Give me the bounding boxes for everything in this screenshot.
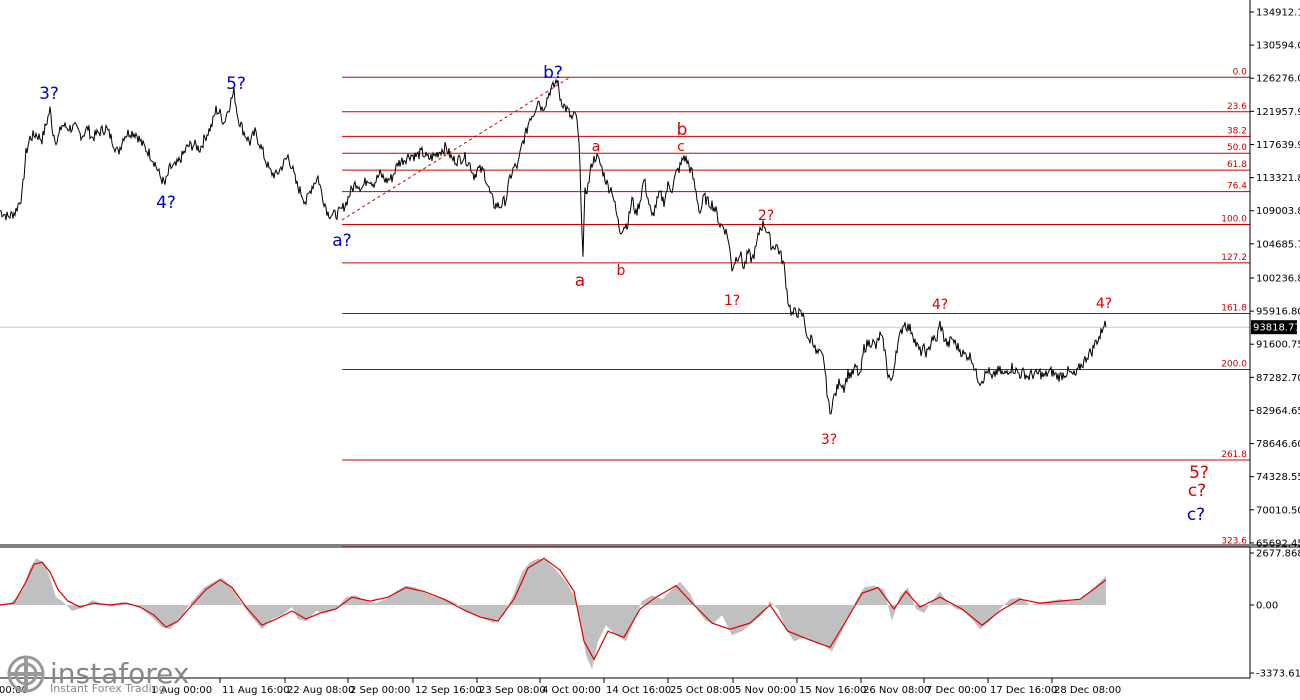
- time-axis-label: 11 Aug 16:00: [222, 685, 289, 696]
- time-axis-label: 12 Sep 16:00: [415, 685, 482, 696]
- time-axis-label: 15 Nov 16:00: [799, 685, 866, 696]
- time-axis-label: 4 Oct 00:00: [542, 685, 601, 696]
- fib-level-label: 0.0: [1233, 67, 1248, 77]
- time-axis-label: 23 Sep 08:00: [479, 685, 546, 696]
- wave-label: b?: [543, 63, 563, 83]
- oscillator-axis-label: -3373.613: [1256, 669, 1300, 680]
- instaforex-logo-icon: [7, 655, 45, 693]
- price-axis-label: 74328.55: [1256, 472, 1300, 483]
- fib-level-label: 100.0: [1221, 215, 1247, 225]
- price-axis-label: 95916.80: [1256, 307, 1300, 318]
- price-axis-label: 70010.50: [1256, 505, 1300, 516]
- time-axis-label: 00:00: [0, 685, 28, 696]
- fib-level-label: 261.8: [1221, 450, 1247, 460]
- fib-level-label: 50.0: [1227, 143, 1247, 153]
- current-price-label: 93818.77: [1253, 323, 1300, 334]
- fib-level-label: 76.4: [1227, 182, 1247, 192]
- wave-label: b: [617, 263, 626, 279]
- time-axis-label: 7 Dec 00:00: [926, 685, 987, 696]
- trend-dashed-line: [341, 76, 571, 221]
- time-axis-label: 26 Nov 08:00: [863, 685, 930, 696]
- wave-label: a: [592, 139, 601, 155]
- wave-label: c?: [1188, 481, 1206, 501]
- time-axis-label: 2 Sep 00:00: [350, 685, 410, 696]
- price-axis-label: 87282.70: [1256, 373, 1300, 384]
- wave-label: c: [677, 139, 685, 155]
- time-axis-label: 14 Oct 16:00: [606, 685, 671, 696]
- price-axis-label: 113321.85: [1256, 173, 1300, 184]
- time-axis-label: 25 Oct 08:00: [670, 685, 735, 696]
- price-axis-label: 100236.85: [1256, 273, 1300, 284]
- logo-brand: instaforex: [50, 657, 190, 690]
- price-series: [0, 78, 1107, 415]
- oscillator-axis-label: 0.00: [1256, 601, 1278, 612]
- time-axis-label: 28 Dec 08:00: [1054, 685, 1121, 696]
- current-price-tag: [1251, 320, 1297, 335]
- oscillator-pane: [0, 544, 1300, 670]
- wave-label: a?: [332, 231, 351, 251]
- main-pane-bg: [0, 0, 1250, 544]
- wave-label: 2?: [758, 208, 774, 224]
- time-axis-label: 1 Aug 00:00: [151, 685, 212, 696]
- wave-label: 3?: [821, 432, 837, 448]
- wave-label: c?: [1187, 505, 1205, 525]
- price-axis-label: 78646.60: [1256, 439, 1300, 450]
- wave-label: 4?: [156, 193, 176, 213]
- fib-level-label: 323.6: [1221, 537, 1247, 547]
- price-axis-label: 109003.80: [1256, 206, 1300, 217]
- oscillator-axis-label: 2677.868: [1256, 549, 1300, 560]
- price-axis-label: 121957.95: [1256, 107, 1300, 118]
- fib-level-label: 200.0: [1221, 360, 1247, 370]
- wave-label: a: [575, 271, 585, 291]
- price-axis-label: 65692.45: [1256, 538, 1300, 549]
- price-axis-label: 91600.75: [1256, 340, 1300, 351]
- oscillator-histogram: [0, 558, 1106, 670]
- fib-level-label: 61.8: [1227, 160, 1247, 170]
- fib-level-label: 127.2: [1221, 253, 1247, 263]
- price-axis-label: 104685.75: [1256, 239, 1300, 250]
- wave-label: 5?: [226, 74, 246, 94]
- fib-level-label: 23.6: [1227, 102, 1247, 112]
- oscillator-signal-line: [0, 557, 1107, 661]
- wave-label: 1?: [724, 293, 740, 309]
- fib-level-label: 161.8: [1221, 304, 1247, 314]
- time-axis-label: 17 Dec 16:00: [990, 685, 1057, 696]
- time-axis-label: 5 Nov 00:00: [735, 685, 796, 696]
- wave-label: b: [677, 120, 688, 140]
- wave-label: 3?: [39, 84, 59, 104]
- wave-label: 5?: [1189, 463, 1209, 483]
- wave-label: 4?: [932, 297, 948, 313]
- fibonacci-levels: 0.0 23.6 38.2 50.0 61.8 76.4 100.0 127.2 161.8 20…: [0, 67, 1250, 548]
- price-axis-label: 82964.65: [1256, 406, 1300, 417]
- logo-tagline: Instant Forex Trading: [50, 682, 166, 695]
- fib-level-label: 38.2: [1227, 126, 1247, 136]
- wave-label: 4?: [1096, 296, 1112, 312]
- price-axis-label: 134912.10: [1256, 8, 1300, 19]
- price-axis-label: 130594.05: [1256, 41, 1300, 52]
- time-axis-label: 22 Aug 08:00: [287, 685, 354, 696]
- instaforex-logo: instaforex Instant Forex Trading: [6, 654, 190, 695]
- price-axis-label: 117639.90: [1256, 140, 1300, 151]
- price-line: [0, 78, 1107, 415]
- price-axis-label: 126276.00: [1256, 74, 1300, 85]
